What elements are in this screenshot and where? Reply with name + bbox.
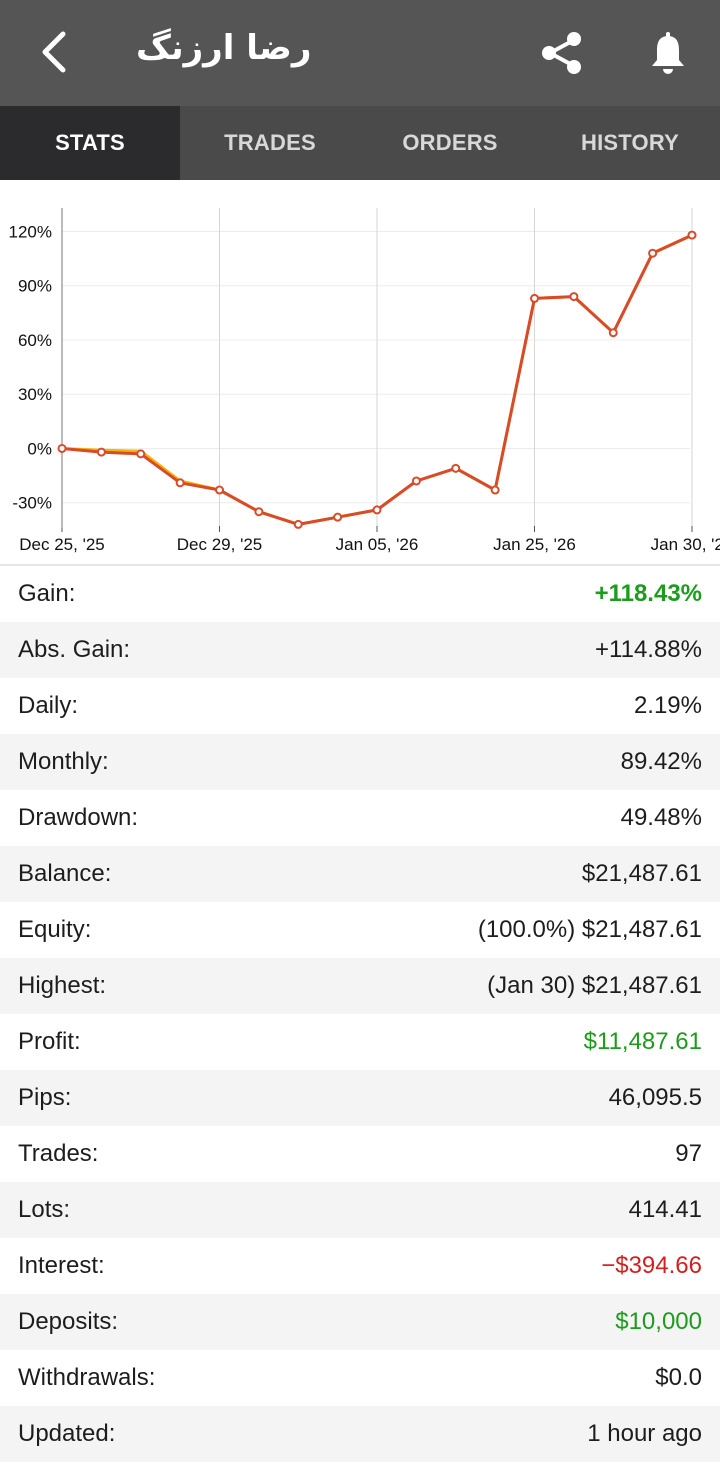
notifications-button[interactable] [638,24,698,82]
stat-row-highest: Highest: (Jan 30) $21,487.61 [0,958,720,1014]
stat-row-trades: Trades: 97 [0,1126,720,1182]
y-tick-label: 60% [18,331,52,350]
x-tick-label: Jan 30, '26 [651,535,720,554]
stat-row-equity: Equity: (100.0%) $21,487.61 [0,902,720,958]
stat-value: (Jan 30) $21,487.61 [487,972,702,999]
stat-value: +118.43% [594,580,702,607]
y-tick-label: -30% [12,494,52,513]
stat-label: Pips: [18,1084,72,1111]
stat-label: Daily: [18,692,79,719]
stat-value: 46,095.5 [608,1084,702,1111]
chevron-left-icon [42,31,66,73]
stat-value: +114.88% [595,636,702,663]
stat-row-pips: Pips: 46,095.5 [0,1070,720,1126]
data-point [687,230,697,240]
data-point [293,519,303,529]
stat-row-deposits: Deposits: $10,000 [0,1294,720,1350]
stat-row-monthly: Monthly: 89.42% [0,734,720,790]
back-button[interactable] [24,22,84,82]
stat-row-gain: Gain: +118.43% [0,566,720,622]
stat-label: Deposits: [18,1308,119,1335]
data-point [490,485,500,495]
stat-row-interest: Interest: −$394.66 [0,1238,720,1294]
share-button[interactable] [532,24,592,82]
stat-value: $21,487.61 [581,860,702,887]
data-point [57,443,67,453]
x-tick-label: Dec 25, '25 [19,535,104,554]
stat-value: 49.48% [620,804,702,831]
data-point [372,505,382,515]
stat-row-abs-gain: Abs. Gain: +114.88% [0,622,720,678]
y-tick-label: 30% [18,385,52,404]
stat-value: 1 hour ago [587,1420,702,1447]
stat-label: Drawdown: [18,804,139,831]
x-tick-label: Dec 29, '25 [177,535,262,554]
page-title: رضا ارزنگ [136,28,312,68]
x-tick-label: Jan 05, '26 [336,535,419,554]
y-tick-label: 120% [9,223,52,242]
data-point [333,512,343,522]
stat-label: Withdrawals: [18,1364,156,1391]
stat-value: 414.41 [628,1196,702,1223]
data-point [530,293,539,303]
stat-value: (100.0%) $21,487.61 [477,916,702,943]
stat-label: Monthly: [18,748,109,775]
stats-list: Gain: +118.43% Abs. Gain: +114.88% Daily… [0,566,720,1462]
data-point [648,248,658,258]
stat-row-drawdown: Drawdown: 49.48% [0,790,720,846]
data-point [608,328,618,338]
tab-stats[interactable]: STATS [0,106,180,180]
stat-value: 2.19% [633,692,702,719]
data-point [96,447,106,457]
stat-label: Trades: [18,1140,99,1167]
tab-history[interactable]: HISTORY [581,130,679,155]
y-tick-label: 0% [27,439,52,458]
data-point [411,476,421,486]
data-point [254,507,264,517]
stat-value: $0.0 [655,1364,702,1391]
stat-label: Interest: [18,1252,105,1279]
bell-icon [652,32,684,74]
stat-label: Highest: [18,972,107,999]
stat-value: $11,487.61 [583,1028,702,1055]
stat-label: Equity: [18,916,92,943]
stat-label: Profit: [18,1028,81,1055]
tab-trades[interactable]: TRADES [224,130,316,155]
stat-row-balance: Balance: $21,487.61 [0,846,720,902]
stat-value: 89.42% [620,748,702,775]
x-tick-label: Jan 25, '26 [493,535,576,554]
stat-value: 97 [675,1140,702,1167]
app-bar: رضا ارزنگ [0,0,720,106]
stat-label: Lots: [18,1196,71,1223]
y-tick-label: 90% [18,277,52,296]
stat-value: $10,000 [615,1308,702,1335]
stat-row-lots: Lots: 414.41 [0,1182,720,1238]
stat-label: Balance: [18,860,112,887]
stat-label: Updated: [18,1420,116,1447]
tab-bar: STATS TRADES ORDERS HISTORY [0,106,720,180]
stat-row-withdrawals: Withdrawals: $0.0 [0,1350,720,1406]
data-point [569,292,579,302]
data-point [136,449,146,459]
stat-label: Abs. Gain: [18,636,131,663]
gain-chart-svg: 120% 90% 60% 30% 0% -30% Dec 25, '25 Dec 29, '2… [0,208,720,566]
data-point [175,478,185,488]
gain-chart: 120% 90% 60% 30% 0% -30% Dec 25, '25 Dec 29, '2… [0,180,720,566]
data-point [451,463,461,473]
stat-value: −$394.66 [601,1252,702,1279]
stat-row-daily: Daily: 2.19% [0,678,720,734]
data-point [215,485,224,495]
stat-label: Gain: [18,580,76,607]
stat-row-updated: Updated: 1 hour ago [0,1406,720,1462]
tab-orders[interactable]: ORDERS [402,130,498,155]
stat-row-profit: Profit: $11,487.61 [0,1014,720,1070]
share-icon [542,32,581,74]
